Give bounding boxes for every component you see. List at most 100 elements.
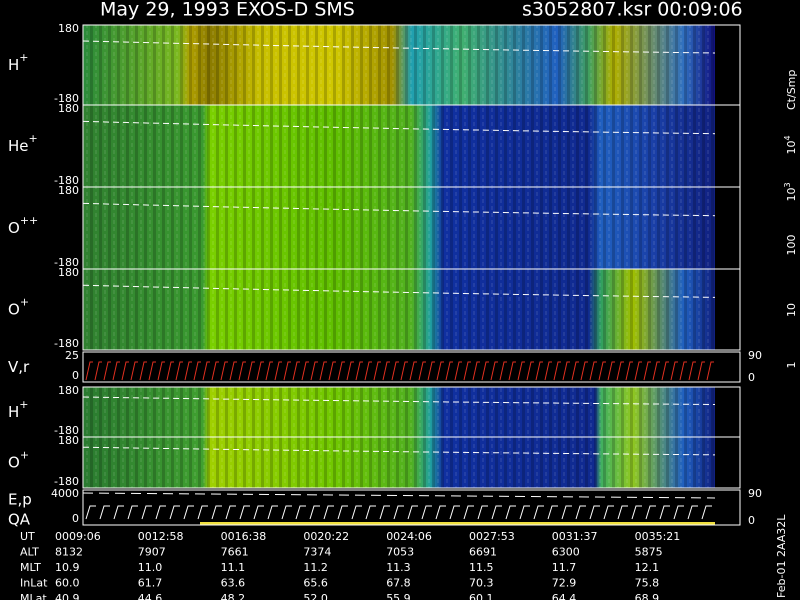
row-cell: 7907 <box>138 546 166 559</box>
y-tick-label: 180 <box>58 102 79 115</box>
y-tick-label: 180 <box>58 266 79 279</box>
panel-frame <box>82 489 741 526</box>
row-cell: 0009:06 <box>55 530 101 543</box>
panel-label: O+ <box>8 296 29 319</box>
row-cell: 11.7 <box>552 561 577 574</box>
texture <box>83 187 715 269</box>
row-name: InLat <box>20 577 48 590</box>
label-base: H <box>8 56 19 74</box>
qa-bar <box>200 522 715 525</box>
colorbar-tick: 104 <box>783 135 799 154</box>
y-tick-label: 0 <box>72 512 79 525</box>
row-cell: 7374 <box>303 546 331 559</box>
y2-tick-label: 90 <box>748 349 762 362</box>
row-cell: 64.4 <box>552 592 577 600</box>
file-stamp: s3052807.ksr 00:09:06 <box>522 0 743 21</box>
y-tick-label: -180 <box>54 256 79 269</box>
row-cell: 63.6 <box>221 577 246 590</box>
y-tick-label: -180 <box>54 424 79 437</box>
panel-label: O+ <box>8 449 29 472</box>
row-cell: 55.9 <box>386 592 411 600</box>
row-cell: 0016:38 <box>221 530 267 543</box>
tick-base: 10 <box>785 303 798 317</box>
y2-tick-label: 90 <box>748 487 762 500</box>
panel-label: O++ <box>8 214 38 237</box>
panel-label: V,r <box>8 358 30 376</box>
row-name: MLT <box>20 561 41 574</box>
y-tick-label: -180 <box>54 475 79 488</box>
label-sup: + <box>19 51 28 64</box>
tick-base: 1 <box>785 362 798 369</box>
y-tick-label: -180 <box>54 174 79 187</box>
row-cell: 65.6 <box>303 577 328 590</box>
tick-sup: 3 <box>783 182 792 187</box>
row-cell: 0027:53 <box>469 530 515 543</box>
row-cell: 44.6 <box>138 592 163 600</box>
row-cell: 11.3 <box>386 561 411 574</box>
texture <box>83 437 715 488</box>
trace <box>82 446 716 456</box>
label-base: H <box>8 403 19 421</box>
row-name: MLat <box>20 592 47 600</box>
tick-sup: 4 <box>783 135 792 140</box>
row-cell: 0024:06 <box>386 530 432 543</box>
velocity-trace <box>85 361 714 381</box>
row-cell: 0031:37 <box>552 530 598 543</box>
y2-tick-label: 0 <box>748 514 755 527</box>
row-cell: 11.0 <box>138 561 163 574</box>
panel-label: He+ <box>8 132 38 155</box>
y2-tick-label: 0 <box>748 371 755 384</box>
tick-base: 10 <box>785 188 798 202</box>
trace <box>82 396 716 405</box>
row-name: ALT <box>20 546 39 559</box>
energy-trace <box>85 505 712 520</box>
texture <box>83 387 715 437</box>
tick-base: 100 <box>785 235 798 256</box>
row-cell: 61.7 <box>138 577 163 590</box>
row-name: UT <box>20 530 35 543</box>
row-cell: 70.3 <box>469 577 494 590</box>
y-tick-label: 0 <box>72 369 79 382</box>
stamp: Feb-01 2AA32L <box>775 514 788 598</box>
trace <box>82 284 716 298</box>
label-base: O <box>8 300 20 318</box>
y-tick-label: -180 <box>54 92 79 105</box>
trace <box>82 40 716 54</box>
row-cell: 11.1 <box>221 561 246 574</box>
label-sup: + <box>20 296 29 309</box>
colorbar-unit: Ct/Smp <box>785 70 798 110</box>
y-tick-label: 180 <box>58 384 79 397</box>
row-cell: 6300 <box>552 546 580 559</box>
y-tick-label: 4000 <box>51 487 79 500</box>
trace <box>82 202 716 217</box>
texture <box>83 25 715 105</box>
row-cell: 7053 <box>386 546 414 559</box>
row-cell: 0012:58 <box>138 530 184 543</box>
tick-base: 10 <box>785 141 798 155</box>
title: May 29, 1993 EXOS-D SMS <box>100 0 355 21</box>
label-sup: + <box>20 449 29 462</box>
texture <box>83 269 715 350</box>
energy-dash <box>82 492 716 499</box>
row-cell: 67.8 <box>386 577 411 590</box>
row-cell: 52.0 <box>303 592 328 600</box>
panel-label: E,p <box>8 490 32 508</box>
label-base: O <box>8 453 20 471</box>
row-cell: 48.2 <box>221 592 246 600</box>
row-cell: 68.9 <box>635 592 660 600</box>
colorbar-tick: 10 <box>785 303 798 317</box>
label-sup: + <box>19 398 28 411</box>
panel-frame <box>82 436 741 489</box>
trace <box>82 120 716 135</box>
colorbar-tick: 103 <box>783 182 799 201</box>
panel-frame <box>82 351 741 383</box>
row-cell: 75.8 <box>635 577 660 590</box>
row-cell: 60.1 <box>469 592 494 600</box>
colorbar-tick: 100 <box>785 235 798 256</box>
panel-label: H+ <box>8 51 29 74</box>
label-base: E,p <box>8 490 32 508</box>
row-cell: 72.9 <box>552 577 577 590</box>
row-cell: 6691 <box>469 546 497 559</box>
colorbar-tick: 1 <box>785 362 798 369</box>
